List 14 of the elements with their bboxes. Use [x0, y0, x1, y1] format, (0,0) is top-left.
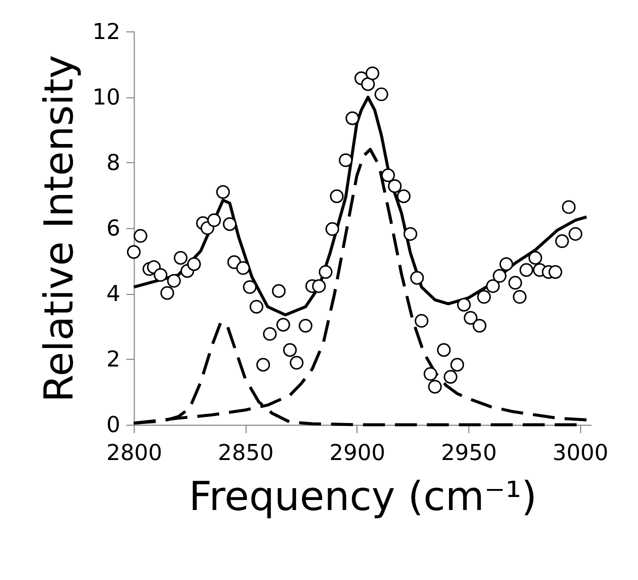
y-tick-label: 8 — [106, 150, 120, 176]
y-tick-label: 6 — [106, 216, 120, 242]
x-tick-label: 2800 — [106, 441, 162, 466]
y-tick-label: 0 — [106, 413, 120, 438]
x-axis-title: Frequency (cm⁻¹) — [188, 474, 537, 520]
x-tick-label: 3000 — [552, 441, 608, 466]
x-tick-label: 2900 — [329, 441, 386, 466]
x-tick-label: 2850 — [218, 441, 274, 466]
y-tick-label: 10 — [92, 85, 120, 110]
x-tick-label: 2950 — [440, 441, 497, 466]
y-tick-label: 12 — [92, 20, 120, 45]
y-tick-label: 4 — [106, 282, 120, 308]
y-tick-label: 2 — [106, 348, 120, 373]
y-axis-title: Relative Intensity — [36, 54, 82, 402]
